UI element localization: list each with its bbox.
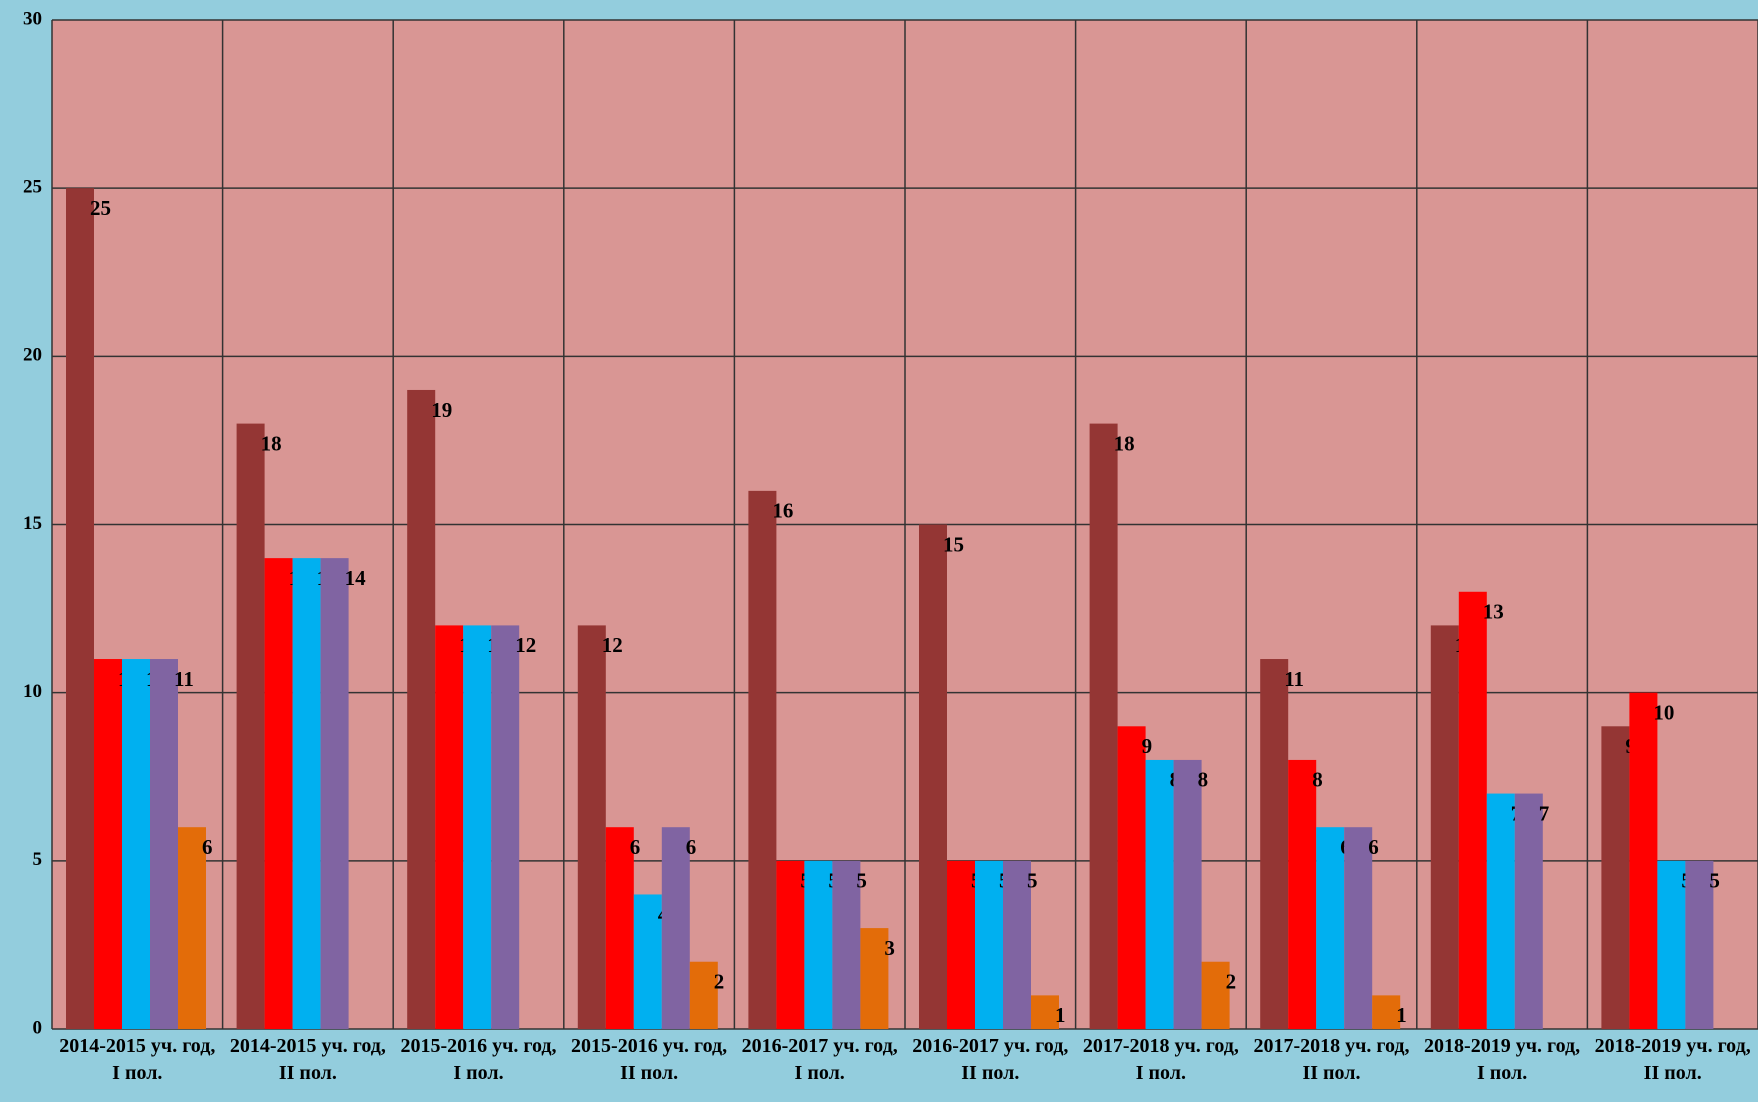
bar <box>1458 591 1487 1029</box>
bar <box>919 524 947 1029</box>
x-tick-label: 2018-2019 уч. год, II пол. <box>1594 1035 1751 1084</box>
x-tick-label: 2016-2017 уч. год, I пол. <box>741 1035 898 1084</box>
bar <box>1316 827 1345 1029</box>
bar <box>1486 793 1515 1029</box>
bar <box>605 827 634 1029</box>
bar <box>975 860 1003 1029</box>
bar <box>776 860 805 1029</box>
data-label: 5 <box>1709 869 1720 893</box>
bar <box>1145 759 1174 1029</box>
data-label: 2 <box>1226 970 1237 994</box>
bar <box>1657 860 1686 1029</box>
bar <box>1288 759 1317 1029</box>
data-label: 15 <box>943 532 964 556</box>
bar <box>1089 423 1118 1030</box>
bar <box>1173 759 1202 1029</box>
data-label: 3 <box>884 936 895 960</box>
bar <box>661 827 690 1029</box>
bar <box>122 659 150 1029</box>
bar <box>1031 995 1059 1029</box>
data-label: 10 <box>1653 700 1674 724</box>
x-tick-label: 2018-2019 уч. год, I пол. <box>1424 1035 1581 1084</box>
data-label: 5 <box>1027 869 1038 893</box>
y-tick-label: 0 <box>33 1017 43 1038</box>
bar <box>1514 793 1543 1029</box>
data-label: 6 <box>630 835 641 859</box>
y-tick-label: 25 <box>23 177 42 198</box>
data-label: 18 <box>261 431 282 455</box>
bar <box>463 625 492 1029</box>
data-label: 12 <box>602 633 623 657</box>
data-label: 1 <box>1055 1003 1066 1027</box>
y-tick-label: 15 <box>23 513 42 534</box>
bar <box>633 894 662 1029</box>
data-label: 1 <box>1396 1003 1407 1027</box>
bar <box>832 860 861 1029</box>
bar <box>236 423 265 1030</box>
bar <box>1601 726 1630 1029</box>
data-label: 14 <box>345 566 367 590</box>
bar <box>577 625 606 1029</box>
bar <box>860 928 889 1029</box>
bar <box>804 860 833 1029</box>
bar <box>178 827 206 1029</box>
y-tick-label: 5 <box>33 849 43 870</box>
y-tick-label: 30 <box>23 8 42 29</box>
bar <box>150 659 178 1029</box>
data-label: 8 <box>1312 768 1323 792</box>
data-label: 11 <box>174 667 194 691</box>
bar <box>1117 726 1146 1029</box>
data-label: 6 <box>202 835 213 859</box>
bar <box>1372 995 1401 1029</box>
x-tick-label: 2016-2017 уч. год, II пол. <box>912 1035 1069 1084</box>
x-tick-label: 2015-2016 уч. год, I пол. <box>400 1035 557 1084</box>
data-label: 25 <box>90 196 111 220</box>
data-label: 19 <box>431 398 452 422</box>
bar <box>1201 961 1230 1029</box>
bar <box>1260 659 1289 1029</box>
x-tick-label: 2017-2018 уч. год, I пол. <box>1082 1035 1239 1084</box>
data-label: 18 <box>1114 431 1135 455</box>
bar <box>1003 860 1031 1029</box>
bar <box>1629 692 1658 1029</box>
data-label: 12 <box>515 633 536 657</box>
x-tick-label: 2014-2015 уч. год, I пол. <box>59 1035 216 1084</box>
bar <box>320 558 349 1029</box>
bar <box>264 558 293 1029</box>
bar <box>94 659 122 1029</box>
bar <box>66 188 94 1029</box>
bar <box>407 389 436 1029</box>
x-tick-label: 2014-2015 уч. год, II пол. <box>229 1035 386 1084</box>
bar <box>491 625 520 1029</box>
y-tick-label: 20 <box>23 345 42 366</box>
bar <box>1344 827 1373 1029</box>
data-label: 8 <box>1198 768 1209 792</box>
data-label: 6 <box>1368 835 1379 859</box>
bar <box>435 625 464 1029</box>
bar <box>292 558 321 1029</box>
data-label: 2 <box>714 970 725 994</box>
bar <box>947 860 975 1029</box>
bar <box>1685 860 1714 1029</box>
bar <box>1430 625 1459 1029</box>
bar <box>748 490 777 1029</box>
data-label: 13 <box>1483 600 1504 624</box>
x-tick-label: 2015-2016 уч. год, II пол. <box>571 1035 728 1084</box>
data-label: 11 <box>1284 667 1304 691</box>
y-tick-label: 10 <box>23 681 42 702</box>
data-label: 9 <box>1142 734 1153 758</box>
data-label: 16 <box>772 499 793 523</box>
data-label: 5 <box>856 869 867 893</box>
x-tick-label: 2017-2018 уч. год, II пол. <box>1253 1035 1410 1084</box>
bar <box>689 961 718 1029</box>
data-label: 7 <box>1539 801 1550 825</box>
data-label: 6 <box>686 835 697 859</box>
